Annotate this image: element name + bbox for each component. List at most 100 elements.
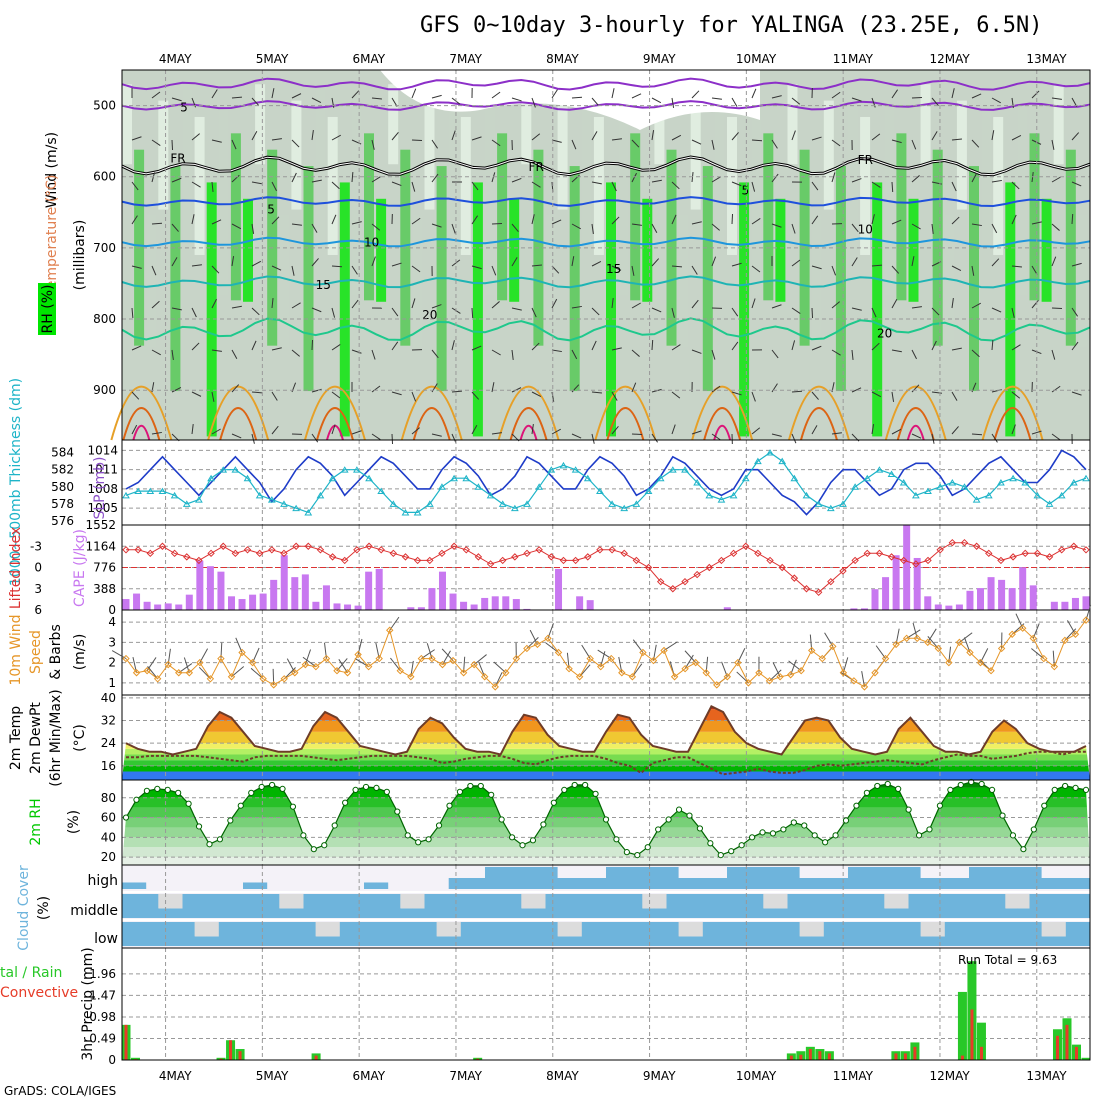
cloud-cell	[218, 922, 232, 946]
rh-marker	[811, 832, 818, 839]
upper-wind-barb	[271, 391, 278, 401]
upper-wind-barb	[451, 433, 457, 444]
upper-wind-barb	[391, 307, 399, 317]
thickness-marker	[559, 461, 568, 469]
cape-bar	[882, 577, 890, 610]
contour-label: 20	[422, 308, 437, 322]
lifted-index-marker	[292, 542, 300, 550]
upper-wind-barb	[211, 349, 222, 352]
slp-tick: 1005	[87, 501, 118, 515]
cloud-cell	[485, 894, 498, 918]
day-label-top: 10MAY	[736, 52, 777, 66]
thickness-marker	[438, 483, 446, 490]
cloud-clear-cell	[811, 922, 825, 937]
cape-bar	[966, 590, 974, 610]
upper-wind-barb	[851, 387, 862, 393]
wind-barb	[769, 669, 782, 682]
lifted-index-marker	[377, 546, 385, 554]
cloud-cell	[739, 867, 752, 889]
upper-wind-barb	[671, 391, 681, 399]
upper-wind-barb	[731, 213, 734, 225]
contour-label: 10	[858, 223, 873, 237]
cloud-cell	[969, 867, 982, 889]
upper-wind-barb	[451, 340, 455, 351]
upper-wind-barb	[531, 307, 537, 318]
cloud-level-label: middle	[70, 903, 118, 919]
cloud-clear-cell	[364, 867, 377, 883]
cloud-clear-cell	[557, 922, 571, 937]
wind-barb	[283, 667, 296, 680]
cloud-cell	[981, 894, 994, 918]
upper-wind-barb	[771, 349, 779, 359]
cape-contour-inner	[799, 407, 838, 441]
thickness-marker	[729, 491, 738, 499]
upper-wind-barb	[971, 265, 975, 276]
lifted-index-marker	[608, 546, 616, 554]
pressure-tick: 900	[93, 383, 116, 397]
cloud-cell	[291, 908, 304, 918]
upper-wind-barb	[131, 345, 142, 351]
upper-wind-barb	[511, 257, 518, 267]
upper-wind-barb	[651, 130, 655, 141]
cloud-clear-cell	[569, 922, 583, 937]
lifted-index-marker	[766, 556, 774, 565]
upper-wind-barb	[351, 221, 362, 225]
cloud-axis-label: Cloud Cover	[16, 865, 32, 951]
cloud-clear-cell	[702, 867, 716, 878]
upper-wind-barb	[631, 302, 641, 309]
cloud-cell	[400, 922, 413, 946]
cloud-cell	[557, 894, 571, 918]
rh-shade	[412, 215, 423, 348]
upper-wind-barb	[471, 265, 482, 270]
cloud-cell	[666, 867, 680, 889]
upper-wind-barb	[991, 179, 1002, 183]
upper-wind-barb	[311, 307, 322, 313]
upper-wind-barb	[811, 307, 814, 319]
rh-marker	[832, 832, 839, 839]
wind-speed-marker	[808, 646, 816, 655]
wind-speed-marker	[913, 634, 921, 643]
upper-wind-barb	[711, 223, 720, 231]
slp-thickness-panel: 576 578 580 582 584 1005 1008 1011 1014 1000~500m…	[8, 378, 1091, 586]
cloud-clear-cell	[642, 894, 655, 909]
precip-conv-bar	[894, 1053, 898, 1060]
cloud-cell	[557, 878, 571, 889]
precip-total-bar	[131, 1057, 141, 1060]
cloud-cell	[1041, 878, 1055, 889]
temp-contour-5	[121, 196, 1091, 208]
upper-wind-barb	[651, 339, 654, 351]
thickness-marker	[304, 508, 313, 516]
rh-shade	[146, 215, 157, 348]
cloud-level-label: high	[87, 873, 118, 889]
rh-marker	[686, 812, 693, 819]
cloud-cell	[642, 908, 655, 918]
cape-tick: 1552	[85, 518, 116, 532]
upper-wind-barb	[671, 344, 681, 351]
wind-speed-marker	[1050, 662, 1059, 671]
rh-shade	[170, 166, 181, 392]
upper-wind-barb	[231, 349, 238, 359]
rh-marker	[529, 837, 537, 844]
upper-wind-barb	[451, 223, 456, 234]
cloud-cell	[848, 867, 861, 889]
cloud-cell	[1077, 878, 1091, 889]
cloud-clear-cell	[920, 867, 934, 878]
cape-bar	[333, 603, 341, 610]
lifted-index-marker	[207, 549, 215, 558]
rh-marker	[1082, 786, 1090, 793]
cloud-clear-cell	[581, 867, 595, 878]
upper-wind-barb	[311, 433, 319, 443]
cape-bar	[1082, 596, 1090, 610]
rh-marker	[415, 839, 422, 846]
rh-tick: 40	[101, 830, 116, 844]
rh-marker	[143, 787, 150, 794]
upper-wind-barb	[751, 88, 757, 99]
rh-marker	[373, 784, 380, 792]
cloud-cell	[993, 894, 1006, 918]
cloud-cell	[230, 922, 244, 946]
temp-contour-10	[121, 236, 1091, 248]
cloud-cell	[1029, 922, 1043, 946]
wind-speed-marker	[428, 654, 436, 663]
upper-wind-barb	[151, 431, 162, 435]
wind-barb	[389, 616, 400, 631]
